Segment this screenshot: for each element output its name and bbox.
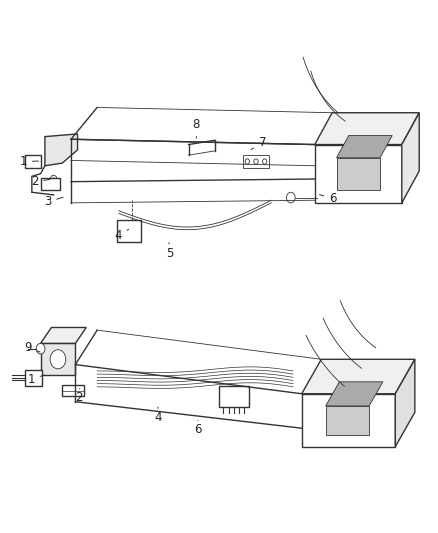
FancyBboxPatch shape [243, 155, 269, 168]
FancyBboxPatch shape [336, 158, 380, 190]
Text: 2: 2 [31, 175, 50, 188]
Text: 1: 1 [19, 155, 39, 168]
Text: 3: 3 [44, 195, 63, 208]
FancyBboxPatch shape [325, 406, 369, 435]
Polygon shape [336, 135, 392, 158]
FancyBboxPatch shape [117, 220, 141, 241]
Text: 2: 2 [75, 389, 83, 405]
FancyBboxPatch shape [25, 155, 41, 168]
Circle shape [50, 350, 66, 369]
Text: 9: 9 [24, 341, 40, 354]
Polygon shape [302, 359, 415, 394]
FancyBboxPatch shape [302, 394, 395, 447]
Polygon shape [315, 113, 419, 144]
FancyBboxPatch shape [25, 370, 42, 386]
Circle shape [262, 159, 267, 164]
Polygon shape [402, 113, 419, 203]
Circle shape [286, 192, 295, 203]
Text: 5: 5 [166, 243, 174, 260]
FancyBboxPatch shape [41, 343, 75, 375]
Text: 4: 4 [114, 229, 129, 242]
FancyBboxPatch shape [62, 385, 84, 397]
Circle shape [36, 343, 45, 354]
Polygon shape [325, 382, 383, 406]
Text: 6: 6 [194, 420, 202, 437]
Text: 7: 7 [251, 136, 266, 150]
Text: 4: 4 [154, 407, 162, 424]
FancyBboxPatch shape [41, 178, 60, 190]
FancyBboxPatch shape [219, 386, 250, 407]
Circle shape [254, 159, 258, 164]
Text: 1: 1 [27, 373, 44, 386]
Circle shape [50, 175, 57, 184]
Text: 6: 6 [320, 192, 337, 205]
Polygon shape [45, 134, 78, 166]
Polygon shape [395, 359, 415, 447]
Circle shape [245, 159, 250, 164]
Circle shape [52, 178, 55, 181]
Polygon shape [41, 327, 86, 343]
Text: 8: 8 [193, 118, 200, 138]
FancyBboxPatch shape [315, 144, 402, 203]
